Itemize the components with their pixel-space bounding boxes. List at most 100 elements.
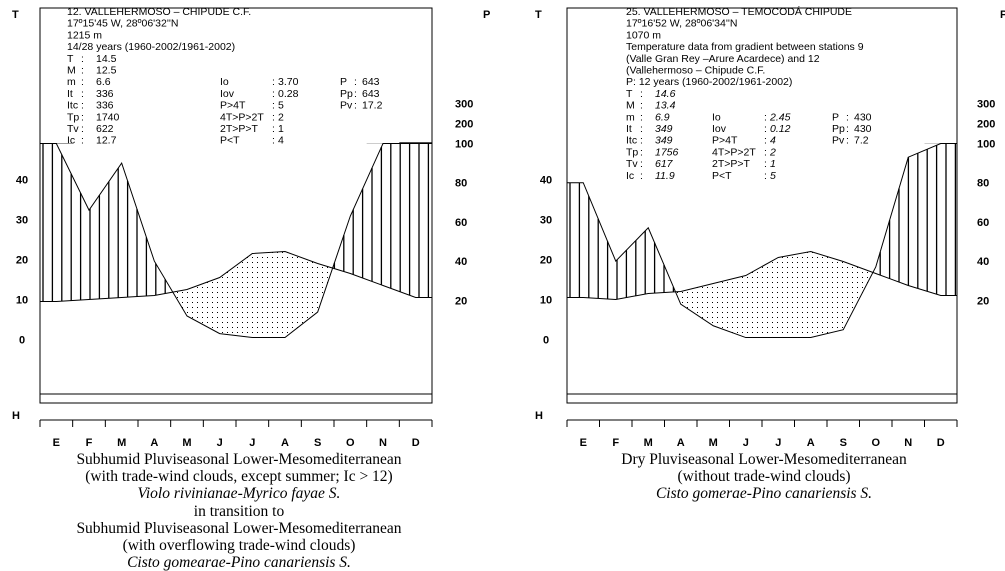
caption-line-0-4: Subhumid Pluviseasonal Lower-Mesomediter…	[20, 520, 458, 537]
month-label-0-8: S	[314, 437, 321, 449]
stat-label-1-c1-3: It	[626, 123, 632, 135]
stat-value-0-c1-4: 336	[96, 100, 114, 112]
temp-tick-1-2: 20	[540, 255, 552, 267]
month-label-0-11: D	[412, 437, 420, 449]
caption-line-0-6: Cisto gomearae-Pino canariensis S.	[20, 554, 458, 571]
stat-label-1-c1-2: m	[626, 111, 635, 123]
stat-label-0-c2-2: P>4T	[220, 100, 246, 112]
header-0-line3: 1215 m	[67, 29, 102, 41]
stat-colon-1-c2-1: :	[764, 123, 767, 135]
temp-tick-1-1: 10	[540, 295, 552, 307]
temp-tick-0-3: 30	[16, 215, 28, 227]
stat-value-1-c2-3: 2	[769, 146, 776, 158]
stat-colon-1-c2-2: :	[764, 135, 767, 147]
stat-colon-0-c2-5: :	[272, 135, 275, 147]
precip-tick-1-2: 60	[977, 217, 989, 229]
stat-value-1-c3-2: 7.2	[854, 135, 869, 147]
month-label-1-7: A	[807, 437, 815, 449]
month-label-0-4: M	[182, 437, 191, 449]
temp-tick-0-0: 0	[19, 335, 25, 347]
temp-tick-1-3: 30	[540, 215, 552, 227]
stat-value-1-c1-2: 6.9	[655, 111, 670, 123]
month-label-1-3: A	[677, 437, 685, 449]
stat-value-1-c3-0: 430	[854, 111, 872, 123]
stat-value-1-c1-3: 349	[655, 123, 673, 135]
header-1-line1: 25. VALLEHERMOSO – TEMOCODÁ CHIPUDE	[626, 5, 852, 18]
stat-label-0-c1-6: Tv	[67, 123, 79, 135]
stat-colon-1-c3-1: :	[846, 123, 849, 135]
month-label-0-10: N	[379, 437, 387, 449]
precip-tick-1-1: 40	[977, 256, 989, 268]
caption-line-1-2: Cisto gomerae-Pino canariensis S.	[545, 485, 983, 502]
stat-colon-0-c2-0: :	[272, 76, 275, 88]
header-0-line2: 17º15'45 W, 28º06'32''N	[67, 18, 178, 30]
stat-value-1-c2-4: 1	[770, 158, 776, 170]
stat-value-1-c1-1: 13.4	[655, 100, 676, 112]
month-label-0-6: J	[249, 437, 255, 449]
temp-tick-1-4: 40	[540, 175, 552, 187]
stat-colon-1-c2-5: :	[764, 170, 767, 182]
stat-label-0-c1-4: Itc	[67, 100, 78, 112]
stat-value-0-c2-1: 0.28	[278, 88, 299, 100]
stat-colon-1-c1-6: :	[640, 158, 643, 170]
stat-colon-0-c1-2: :	[81, 76, 84, 88]
month-label-0-7: A	[281, 437, 289, 449]
caption-line-0-5: (with overflowing trade-wind clouds)	[20, 537, 458, 554]
temp-tick-0-4: 40	[16, 175, 28, 187]
dry-period-area-0-0	[173, 252, 332, 338]
left-axis-label-1: T	[535, 9, 542, 21]
stat-colon-1-c1-3: :	[640, 123, 643, 135]
stat-label-1-c1-1: M	[626, 100, 635, 112]
precip-tick-1-6: 300	[977, 99, 995, 111]
stat-label-0-c1-1: M	[67, 65, 76, 77]
stat-colon-1-c2-4: :	[764, 158, 767, 170]
stat-value-0-c1-7: 12.7	[96, 135, 117, 147]
precip-tick-1-5: 200	[977, 119, 995, 131]
header-1-line2: 17º16'52 W, 28º06'34''N	[626, 18, 737, 30]
stat-value-1-c1-6: 617	[655, 158, 674, 170]
stat-value-0-c2-3: 2	[278, 111, 284, 123]
stat-label-0-c1-0: T	[67, 53, 74, 65]
stat-colon-0-c2-4: :	[272, 123, 275, 135]
stat-value-0-c1-2: 6.6	[96, 76, 111, 88]
stat-label-1-c1-4: Itc	[626, 135, 637, 147]
stat-label-1-c2-5: P<T	[712, 170, 732, 182]
stat-label-0-c2-1: Iov	[220, 88, 235, 100]
stat-label-1-c2-4: 2T>P>T	[712, 158, 751, 170]
precip-tick-0-6: 300	[455, 99, 473, 111]
stat-colon-0-c3-2: :	[354, 100, 357, 112]
month-label-1-8: S	[840, 437, 847, 449]
stat-value-0-c1-6: 622	[96, 123, 114, 135]
header-1-line3: 1070 m	[626, 29, 661, 41]
month-label-0-3: A	[150, 437, 158, 449]
stat-value-0-c1-0: 14.5	[96, 53, 117, 65]
stat-value-0-c2-0: 3.70	[278, 76, 299, 88]
stat-colon-0-c2-1: :	[272, 88, 275, 100]
stat-value-0-c3-0: 643	[362, 76, 380, 88]
header-0-line4: 14/28 years (1960-2002/1961-2002)	[67, 41, 235, 53]
header-0-line1: 12. VALLEHERMOSO – CHIPUDE C.F.	[67, 6, 251, 18]
caption-left: Subhumid Pluviseasonal Lower-Mesomediter…	[20, 451, 458, 571]
stat-label-0-c1-7: Ic	[67, 135, 75, 147]
stat-colon-1-c2-3: :	[764, 146, 767, 158]
stat-value-0-c1-1: 12.5	[96, 65, 117, 77]
stat-label-0-c2-0: Io	[220, 76, 229, 88]
caption-right: Dry Pluviseasonal Lower-Mesomediterranea…	[545, 451, 983, 503]
stat-colon-1-c1-4: :	[640, 135, 643, 147]
stat-colon-0-c2-2: :	[272, 100, 275, 112]
precip-tick-1-3: 80	[977, 178, 989, 190]
stat-colon-1-c3-2: :	[846, 135, 849, 147]
stat-value-0-c2-4: 1	[278, 123, 284, 135]
stat-value-0-c2-5: 4	[278, 135, 284, 147]
stat-value-0-c2-2: 5	[278, 100, 284, 112]
stat-value-1-c2-2: 4	[770, 135, 776, 147]
bottom-axis-label-0: H	[12, 410, 20, 422]
stat-value-1-c2-5: 5	[770, 170, 776, 182]
month-label-1-9: O	[871, 437, 880, 449]
caption-line-1-0: Dry Pluviseasonal Lower-Mesomediterranea…	[545, 451, 983, 468]
stat-label-0-c3-2: Pv	[340, 100, 353, 112]
right-axis-label-0: P	[483, 9, 490, 21]
dry-period-area-1-0	[676, 252, 872, 338]
header-1-line6: (Vallehermoso – Chipude C.F.	[626, 65, 765, 77]
